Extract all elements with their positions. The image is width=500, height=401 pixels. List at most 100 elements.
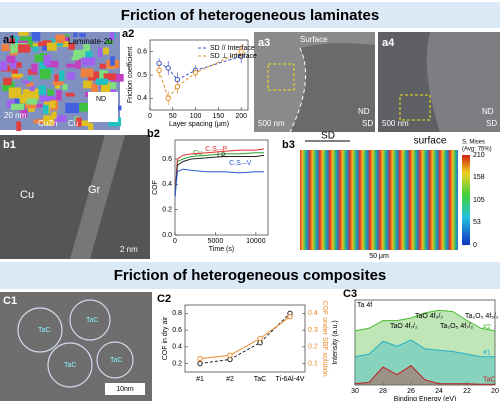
grain (38, 41, 49, 47)
series-label: C.S.–P (205, 146, 228, 153)
line (354, 309, 496, 332)
scale-text: 20 nm (4, 111, 27, 120)
panel-label: C2 (157, 293, 171, 305)
x-tick-label: 26 (407, 388, 415, 395)
area (355, 310, 495, 385)
x-tick-label: 50 (169, 113, 177, 120)
grain (38, 85, 46, 96)
y-axis-label: COF in dry air (162, 316, 169, 360)
grain (17, 44, 31, 53)
banner (0, 2, 500, 28)
colorbar (462, 155, 470, 245)
y-tick-label: 0.6 (172, 327, 182, 334)
grain (39, 63, 54, 74)
hrtem-image (0, 135, 150, 259)
marker (238, 48, 244, 55)
grain (75, 117, 82, 127)
grain (56, 90, 62, 101)
scale-text: 500 nm (382, 119, 409, 128)
grain (83, 44, 90, 54)
plot-area (354, 299, 496, 386)
banner-title: Friction of heterogeneous composites (114, 267, 387, 284)
y-tick-label: 0.2 (308, 344, 318, 351)
stress-map (300, 150, 458, 250)
y-tick-label: 0.2 (162, 207, 172, 214)
y-axis-label: Intensity (a.u.) (332, 320, 339, 364)
grain (55, 115, 67, 123)
grain (1, 43, 9, 52)
grain (6, 55, 16, 63)
x-tick-label: Ti-6Al-4V (276, 376, 305, 383)
scale-text: 2 nm (120, 245, 138, 254)
legend-label: SD // Interface (210, 45, 255, 52)
plot-area (174, 139, 269, 236)
area (355, 339, 495, 385)
grain (88, 71, 100, 81)
grain (68, 42, 75, 50)
scale-box (105, 383, 145, 395)
marker (287, 314, 293, 320)
grain (54, 74, 59, 83)
grain (99, 63, 106, 69)
grain (16, 62, 22, 68)
line (174, 152, 264, 198)
grain (54, 83, 61, 89)
image-text: TaC (64, 362, 76, 369)
legend-box (88, 92, 118, 122)
y-tick-label: 0.4 (308, 310, 318, 317)
x-tick-label: 150 (213, 113, 225, 120)
grain (0, 61, 8, 71)
grain (46, 60, 59, 68)
y-tick-label: 0.4 (162, 181, 172, 188)
image-text: TaC (110, 357, 122, 364)
grain (42, 45, 50, 51)
marker (197, 360, 203, 367)
image-text: SD (486, 119, 497, 128)
grain (16, 121, 22, 132)
grain (32, 46, 39, 52)
grain (43, 54, 51, 66)
boundary (289, 47, 307, 133)
grain (254, 32, 375, 132)
grain (31, 32, 41, 41)
marker (197, 355, 203, 362)
grain (9, 38, 16, 44)
grain (47, 89, 54, 96)
grain (109, 32, 115, 41)
banner-title: Friction of heterogeneous laminates (121, 7, 379, 24)
y-axis-label: Friction coefficient (127, 47, 134, 103)
x-tick-label: 30 (351, 388, 359, 395)
image-text: surface (414, 136, 447, 147)
x-axis-label: Time (s) (209, 246, 234, 253)
image-text: TaC (86, 317, 98, 324)
grain (44, 95, 56, 101)
grain (11, 69, 18, 76)
image-text: Gr (88, 184, 101, 196)
grain (26, 82, 34, 87)
panel-label: a4 (382, 37, 395, 49)
grain (51, 111, 57, 119)
grain (12, 75, 21, 80)
x-tick-label: 100 (190, 113, 202, 120)
grain (79, 120, 90, 127)
grain (65, 102, 79, 114)
legend-title: S, Mises (462, 140, 485, 146)
grain (42, 104, 49, 115)
grain (110, 56, 115, 66)
x-tick-label: 10000 (246, 238, 266, 245)
image-text: CuZn (38, 119, 58, 128)
grains (17, 299, 134, 388)
marker (174, 83, 181, 90)
grain (18, 32, 29, 36)
x-tick-label: 200 (235, 113, 247, 120)
annotation: Ta₂O₅ 4f₅/₂ (465, 313, 499, 320)
marker (165, 65, 171, 71)
banner (0, 262, 500, 289)
grain (73, 49, 86, 59)
grain (88, 123, 94, 130)
x-tick-label: 0 (173, 238, 177, 245)
grain (25, 89, 39, 101)
image-text: Cu (20, 189, 34, 201)
y-axis-label: COF (152, 180, 159, 195)
grain (97, 47, 102, 58)
